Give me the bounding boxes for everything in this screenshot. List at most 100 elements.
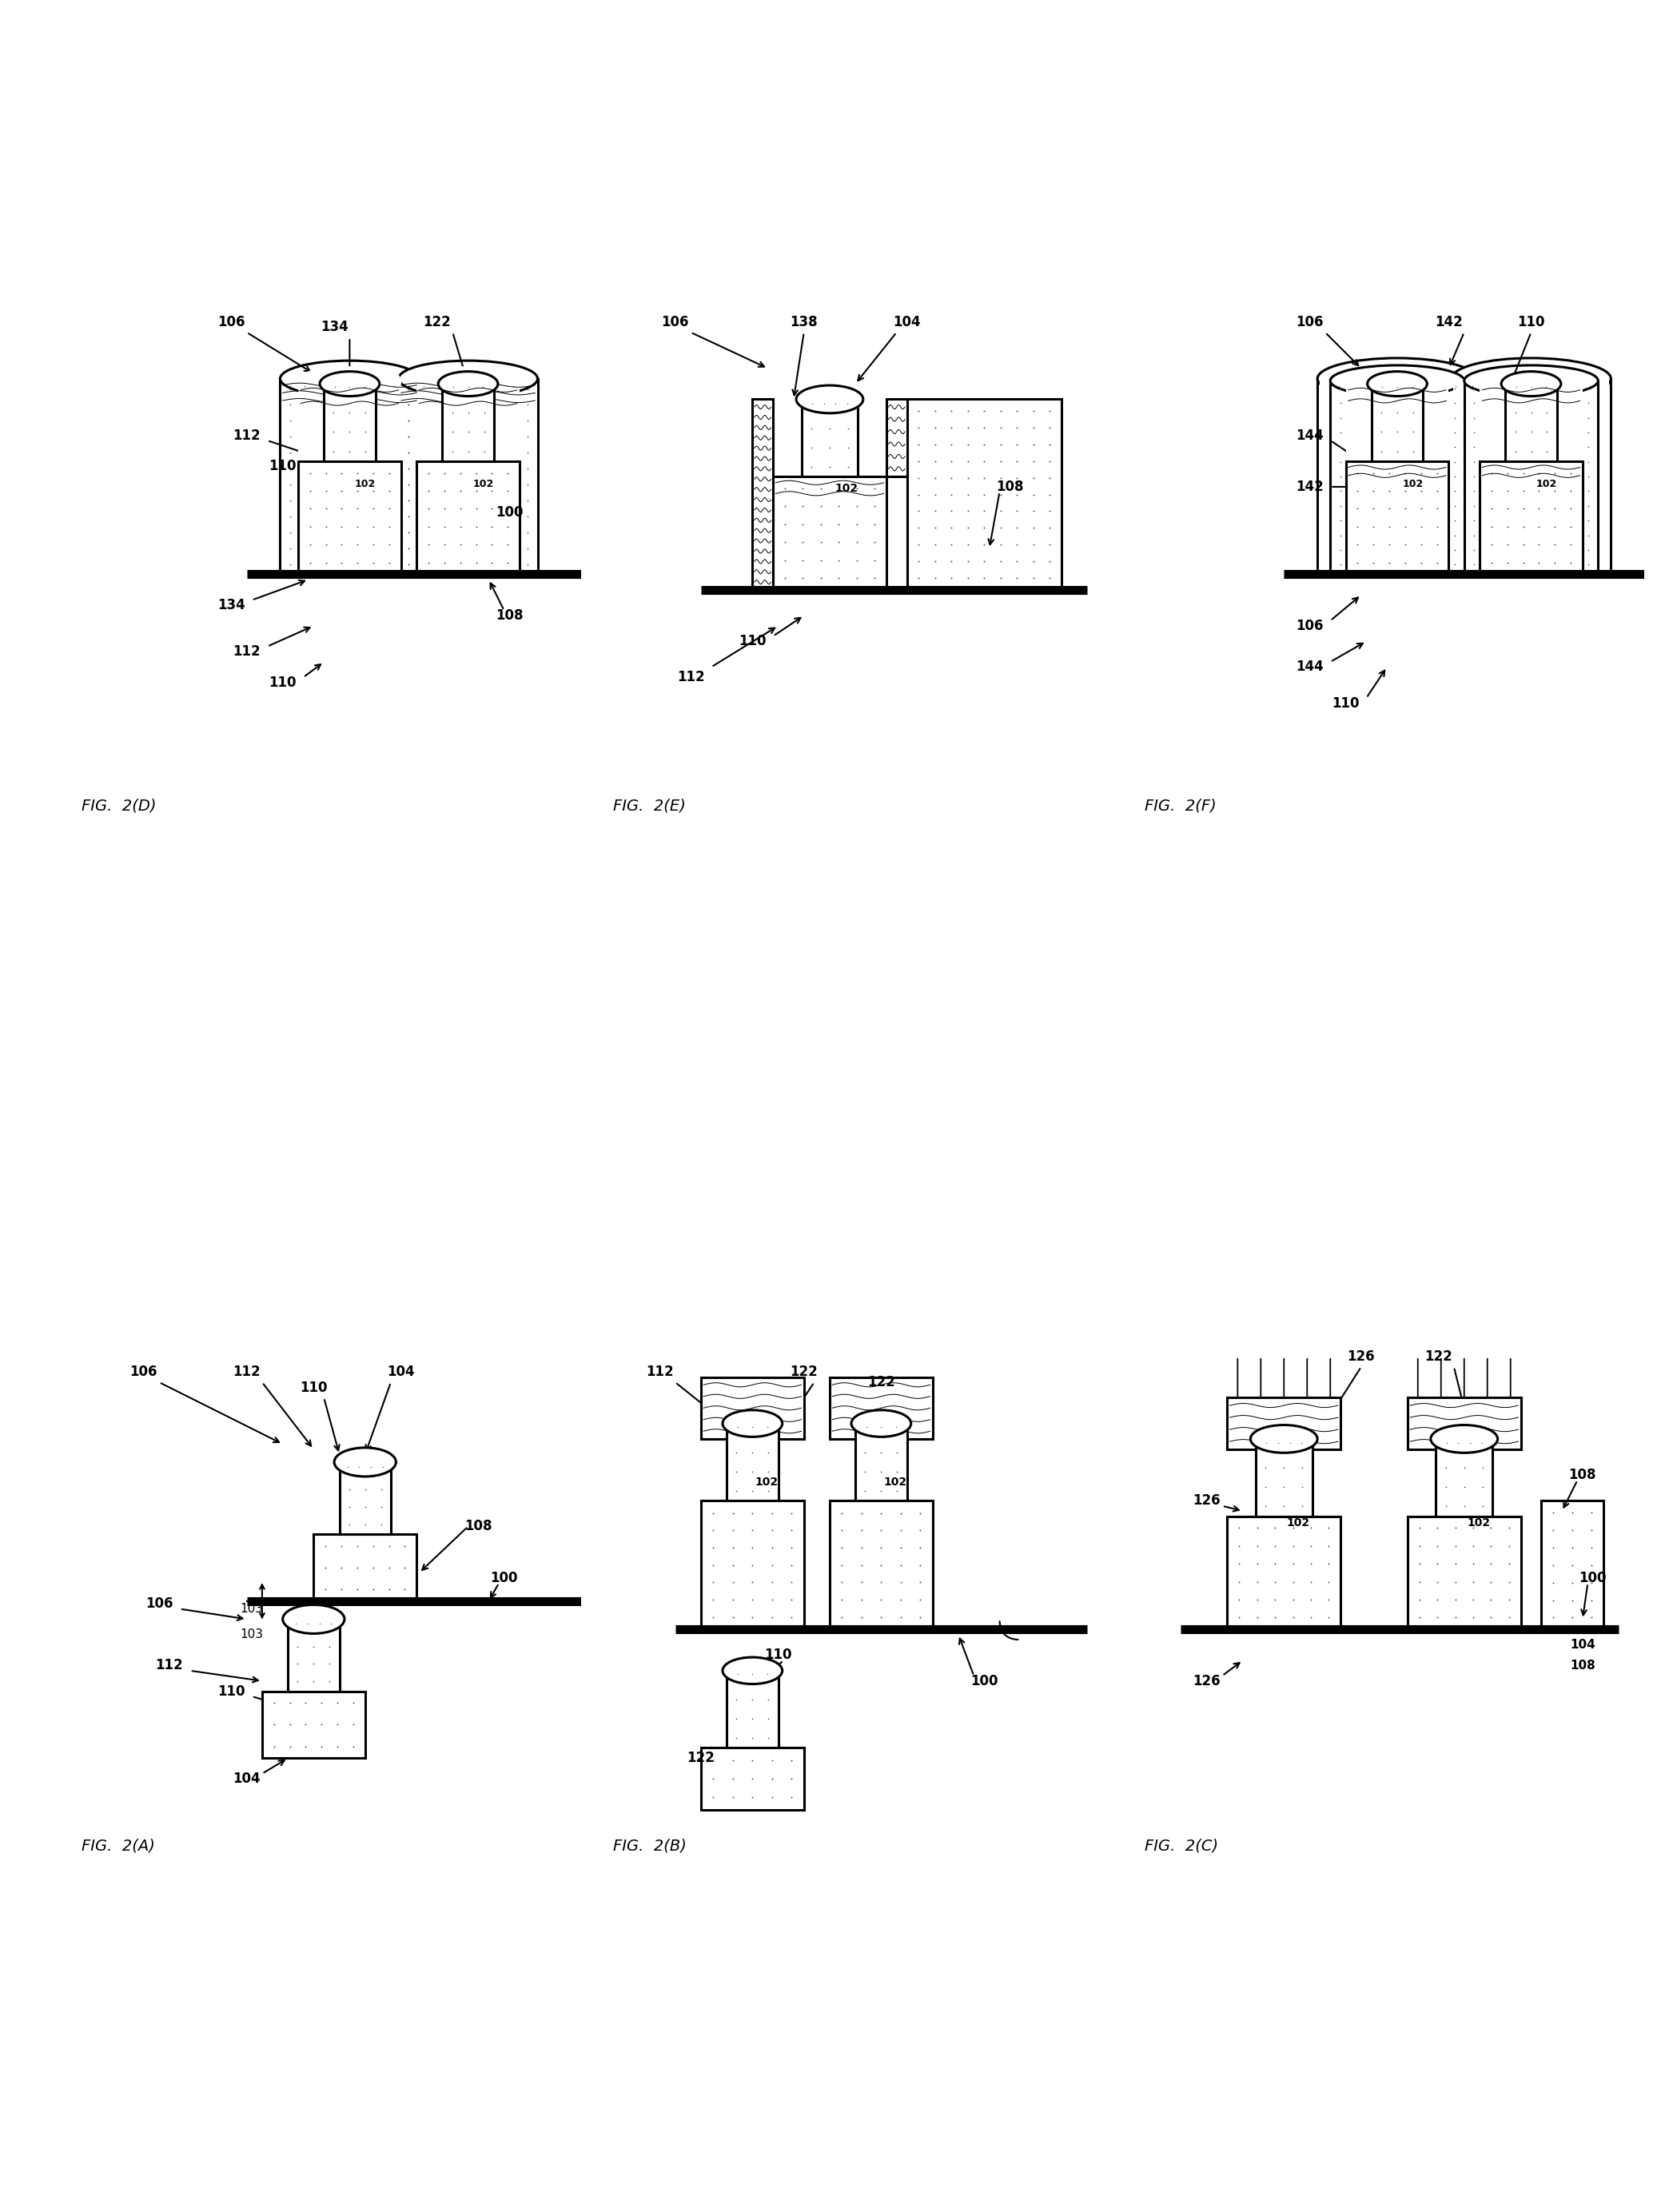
Text: 102: 102 (1536, 478, 1558, 489)
Text: 106: 106 (1296, 314, 1324, 330)
Text: 144: 144 (1296, 659, 1324, 675)
Bar (887, 400, 907, 476)
Text: 110: 110 (1516, 314, 1545, 330)
Text: 108: 108 (465, 1520, 492, 1533)
Ellipse shape (723, 1409, 782, 1438)
Text: 103: 103 (241, 1628, 264, 1641)
Bar (701, 1500, 804, 1630)
Text: 110: 110 (299, 1380, 327, 1394)
Text: 104: 104 (233, 1772, 261, 1785)
Text: 112: 112 (676, 670, 704, 684)
Text: 122: 122 (1425, 1349, 1452, 1365)
Text: 134: 134 (321, 321, 349, 334)
Text: FIG.  2(F): FIG. 2(F) (1144, 799, 1216, 814)
Text: 104: 104 (894, 314, 920, 330)
Text: 110: 110 (739, 635, 766, 648)
Text: 106: 106 (130, 1365, 158, 1378)
Bar (701, 1378, 804, 1440)
Ellipse shape (1502, 372, 1561, 396)
Bar (1345, 460, 1448, 575)
Text: 112: 112 (233, 1365, 261, 1378)
Bar (1480, 385, 1583, 575)
Text: 102: 102 (835, 482, 859, 493)
Text: 122: 122 (867, 1376, 895, 1389)
Text: 112: 112 (646, 1365, 674, 1378)
Ellipse shape (1317, 358, 1477, 400)
Bar (299, 460, 402, 575)
Bar (701, 1747, 804, 1809)
Ellipse shape (399, 361, 538, 396)
Bar (1227, 1398, 1340, 1449)
Text: 110: 110 (269, 675, 297, 690)
Bar (752, 400, 772, 591)
Bar (726, 1425, 777, 1500)
Bar (1317, 378, 1477, 575)
Text: 110: 110 (218, 1683, 246, 1699)
Bar (1407, 1398, 1521, 1449)
Ellipse shape (1452, 358, 1611, 400)
Text: 112: 112 (233, 429, 261, 442)
Text: 126: 126 (1193, 1674, 1221, 1688)
Bar (1435, 1440, 1493, 1515)
Text: 100: 100 (490, 1571, 518, 1586)
Text: 100: 100 (1580, 1571, 1606, 1586)
Ellipse shape (1367, 372, 1427, 396)
Bar (1505, 385, 1556, 460)
Ellipse shape (1430, 1425, 1498, 1453)
Text: 102: 102 (355, 478, 375, 489)
Ellipse shape (334, 1447, 395, 1475)
Text: 108: 108 (997, 480, 1023, 493)
Text: 122: 122 (791, 1365, 817, 1378)
Bar (1227, 1515, 1340, 1630)
Bar (399, 378, 538, 575)
Text: 106: 106 (145, 1597, 173, 1610)
Text: 144: 144 (1296, 429, 1324, 442)
Text: FIG.  2(B): FIG. 2(B) (613, 1838, 688, 1854)
Text: 142: 142 (1296, 480, 1324, 493)
Bar (726, 1670, 777, 1747)
Text: 134: 134 (218, 597, 246, 613)
Text: 142: 142 (1435, 314, 1463, 330)
Bar (829, 1500, 932, 1630)
Text: 104: 104 (387, 1365, 415, 1378)
Ellipse shape (282, 1604, 344, 1635)
Bar (1372, 385, 1423, 460)
Text: 106: 106 (1296, 619, 1324, 633)
Ellipse shape (852, 1409, 910, 1438)
Text: 110: 110 (1332, 697, 1360, 710)
Ellipse shape (796, 385, 864, 414)
Text: 110: 110 (269, 460, 297, 473)
Bar (855, 1425, 907, 1500)
Bar (1319, 378, 1475, 573)
Text: 106: 106 (661, 314, 689, 330)
Text: 103: 103 (241, 1604, 264, 1615)
Bar (1465, 380, 1598, 575)
Text: 108: 108 (1570, 1659, 1595, 1672)
Bar (417, 460, 520, 575)
Text: 102: 102 (884, 1475, 907, 1489)
Ellipse shape (417, 367, 518, 389)
Bar (314, 1535, 417, 1601)
Text: 102: 102 (756, 1475, 779, 1489)
Ellipse shape (321, 372, 379, 396)
Text: 126: 126 (1193, 1493, 1221, 1509)
Text: 102: 102 (473, 478, 495, 489)
Bar (1452, 378, 1611, 575)
Text: 100: 100 (495, 504, 523, 520)
Bar (1330, 380, 1465, 575)
Ellipse shape (723, 1657, 782, 1683)
Text: 112: 112 (156, 1659, 183, 1672)
Text: 100: 100 (970, 1674, 998, 1688)
Bar (907, 400, 1061, 591)
Bar (1453, 378, 1610, 573)
Bar (299, 378, 402, 575)
Text: 108: 108 (495, 608, 523, 624)
Ellipse shape (1251, 1425, 1317, 1453)
Text: FIG.  2(D): FIG. 2(D) (81, 799, 156, 814)
Text: 108: 108 (1568, 1469, 1596, 1482)
Bar (339, 1462, 390, 1535)
Bar (324, 385, 375, 460)
Ellipse shape (281, 361, 419, 396)
Bar (1256, 1440, 1312, 1515)
Text: 122: 122 (688, 1752, 714, 1765)
